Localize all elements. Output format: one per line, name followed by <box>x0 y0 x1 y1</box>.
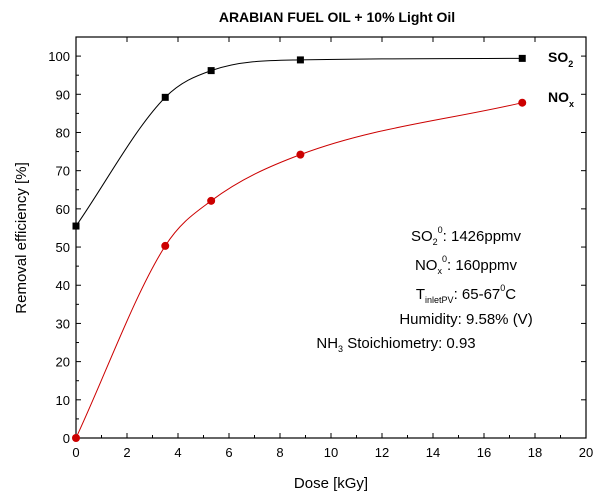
data-point-square <box>296 56 304 64</box>
series-label-so2: SO2 <box>548 49 573 69</box>
data-point-square <box>161 93 169 101</box>
data-point-circle <box>518 98 527 107</box>
data-point-square <box>72 222 80 230</box>
y-axis-label: Removal efficiency [%] <box>13 162 30 313</box>
x-tick-label: 2 <box>123 445 130 460</box>
y-tick-label: 0 <box>63 431 70 446</box>
x-tick-label: 6 <box>225 445 232 460</box>
data-point-circle <box>296 150 305 159</box>
y-tick-label: 90 <box>56 87 70 102</box>
y-tick-label: 80 <box>56 125 70 140</box>
x-tick-label: 8 <box>276 445 283 460</box>
data-point-circle <box>207 196 216 205</box>
data-markers <box>72 54 527 442</box>
data-point-square <box>518 54 526 62</box>
annotation-nh3: NH3 Stoichiometry: 0.93 <box>316 335 475 354</box>
chart-title: ARABIAN FUEL OIL + 10% Light Oil <box>219 9 455 25</box>
x-tick-label: 16 <box>477 445 491 460</box>
annotation-humidity: Humidity: 9.58% (V) <box>399 311 532 328</box>
x-tick-label: 20 <box>579 445 593 460</box>
y-tick-label: 60 <box>56 202 70 217</box>
x-tick-label: 12 <box>375 445 389 460</box>
fitted-curves <box>75 57 523 439</box>
annotation-temperature: TinletPV: 65-670C <box>416 283 516 305</box>
series-line-0 <box>75 57 523 227</box>
data-point-circle <box>161 241 170 250</box>
y-tick-label: 40 <box>56 278 70 293</box>
y-tick-label: 70 <box>56 164 70 179</box>
x-tick-label: 10 <box>324 445 338 460</box>
y-tick-label: 20 <box>56 355 70 370</box>
annotation-nox: NOx0: 160ppmv <box>415 254 518 276</box>
x-axis-label: Dose [kGy] <box>294 475 368 492</box>
y-tick-label: 50 <box>56 240 70 255</box>
annotation-so2: SO20: 1426ppmv <box>411 225 522 247</box>
x-tick-label: 18 <box>528 445 542 460</box>
y-tick-label: 10 <box>56 393 70 408</box>
y-tick-label: 100 <box>48 49 70 64</box>
data-point-square <box>207 67 215 75</box>
axis-ticks: 0 2 4 6 8 10 12 14 16 18 20 0 10 20 30 40 50 60 70 80 90 100 <box>48 37 593 460</box>
y-tick-label: 30 <box>56 316 70 331</box>
data-point-circle <box>72 434 80 442</box>
x-tick-label: 14 <box>426 445 440 460</box>
conditions-annotation: SO20: 1426ppmv NOx0: 160ppmv TinletPV: 6… <box>316 225 532 354</box>
series-line-1 <box>75 102 523 439</box>
x-tick-label: 4 <box>174 445 181 460</box>
series-label-nox: NOx <box>548 89 574 109</box>
x-tick-label: 0 <box>72 445 79 460</box>
